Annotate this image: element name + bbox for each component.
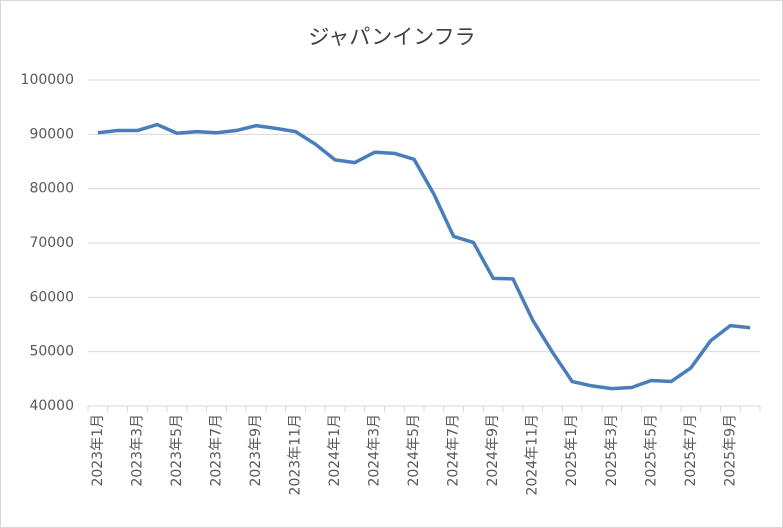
y-tick-label: 90000 xyxy=(29,126,74,142)
x-tick-label: 2024年7月 xyxy=(446,414,462,487)
x-tick-label: 2024年3月 xyxy=(367,414,383,487)
x-tick-label: 2024年5月 xyxy=(406,414,422,487)
y-tick-label: 80000 xyxy=(29,181,74,197)
x-tick-label: 2025年1月 xyxy=(564,414,580,487)
x-tick-label: 2024年1月 xyxy=(327,414,343,487)
x-tick-label: 2023年7月 xyxy=(208,414,224,487)
x-tick-label: 2023年9月 xyxy=(248,414,264,487)
x-tick-label: 2025年7月 xyxy=(683,414,699,487)
y-tick-label: 70000 xyxy=(29,235,74,251)
x-tick-label: 2023年5月 xyxy=(169,414,185,487)
y-tick-label: 100000 xyxy=(21,72,74,88)
x-tick-label: 2024年11月 xyxy=(525,414,541,495)
x-tick-label: 2025年9月 xyxy=(722,414,738,487)
x-tick-label: 2023年1月 xyxy=(90,414,106,487)
x-tick-label: 2023年11月 xyxy=(288,414,304,495)
y-tick-label: 40000 xyxy=(29,398,74,414)
x-tick-label: 2025年5月 xyxy=(643,414,659,487)
x-tick-label: 2023年3月 xyxy=(129,414,145,487)
y-tick-label: 50000 xyxy=(29,344,74,360)
data-line xyxy=(97,122,751,391)
x-tick-label: 2024年9月 xyxy=(485,414,501,487)
y-tick-label: 60000 xyxy=(29,289,74,305)
x-tick-label: 2025年3月 xyxy=(604,414,620,487)
chart-title: ジャパンインフラ xyxy=(308,25,475,49)
